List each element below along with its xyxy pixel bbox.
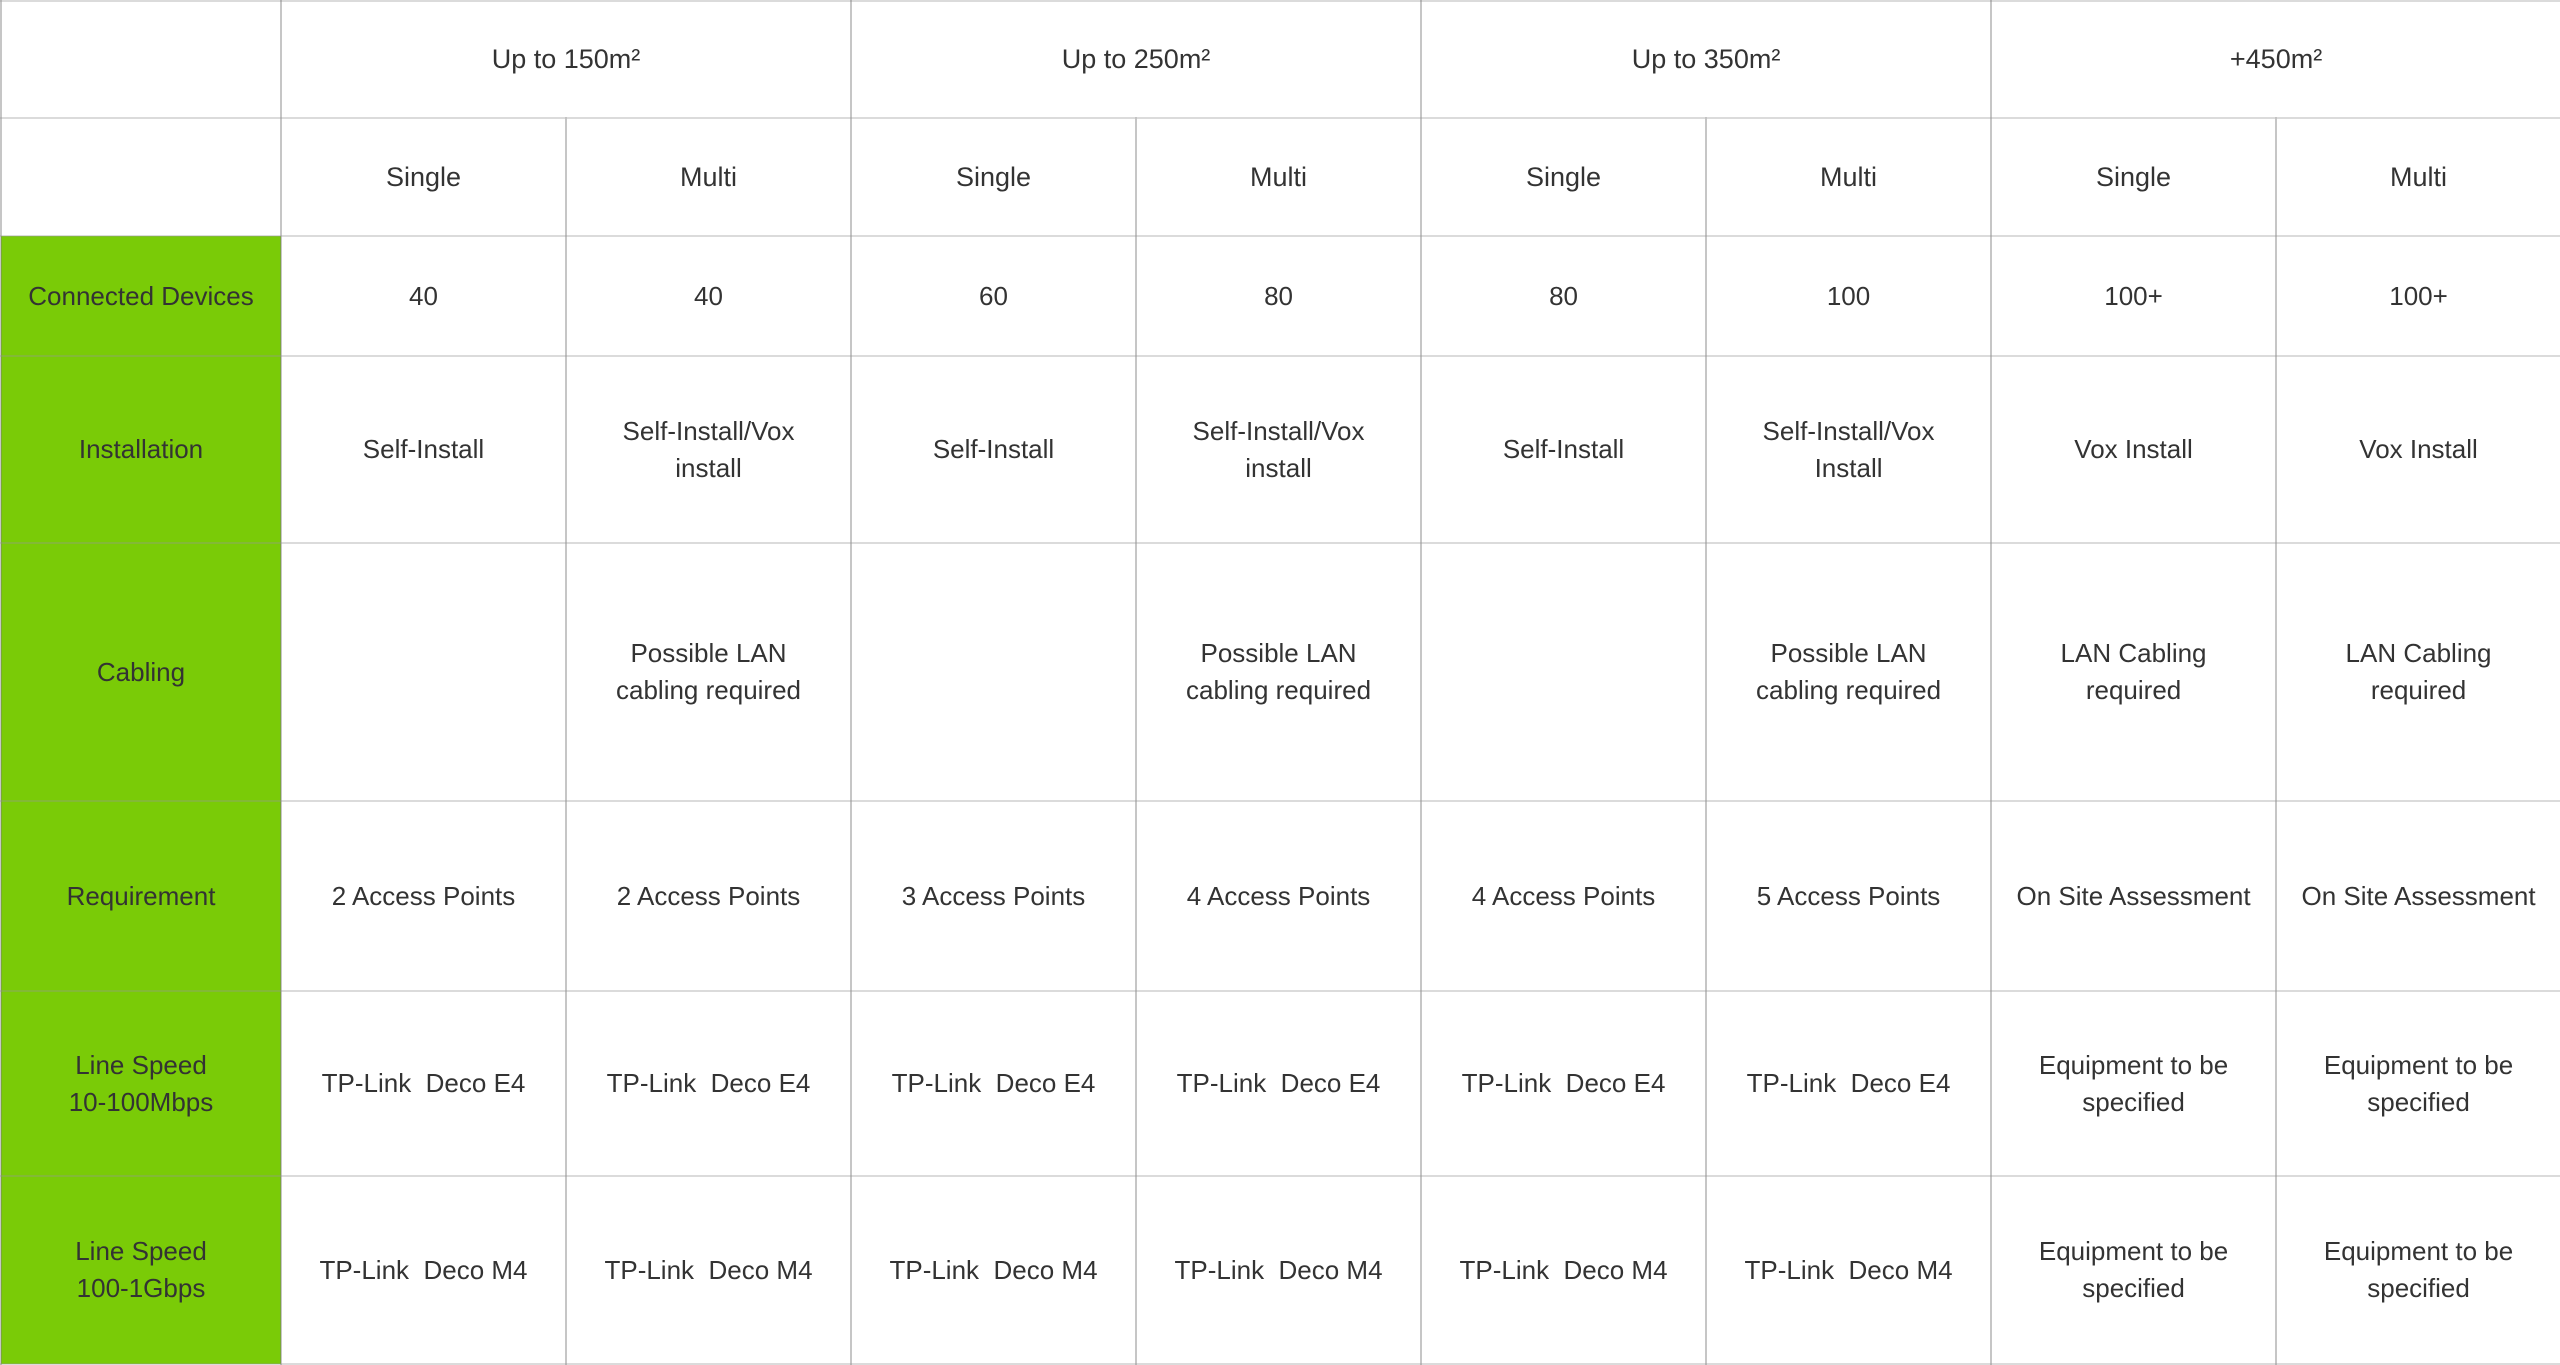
data-cell: TP-Link Deco M4	[280, 1175, 567, 1365]
corner-cell	[0, 117, 282, 237]
data-cell: TP-Link Deco E4	[564, 990, 853, 1177]
data-cell: TP-Link Deco M4	[850, 1175, 1138, 1365]
row-label: Connected Devices	[0, 235, 282, 357]
data-cell: Vox Install	[1990, 355, 2278, 544]
data-cell: Possible LAN cabling required	[1705, 542, 1993, 802]
data-cell: TP-Link Deco M4	[1135, 1175, 1423, 1365]
plan-type-header: Single	[1990, 117, 2278, 237]
data-cell: TP-Link Deco E4	[1420, 990, 1708, 1177]
data-cell: On Site Assessment	[2275, 800, 2560, 992]
data-cell: 4 Access Points	[1420, 800, 1708, 992]
plan-type-header: Single	[850, 117, 1138, 237]
size-group-header: Up to 350m²	[1420, 0, 1993, 119]
data-cell: TP-Link Deco M4	[564, 1175, 853, 1365]
row-label: Requirement	[0, 800, 282, 992]
size-group-header: Up to 150m²	[279, 0, 853, 119]
data-cell	[850, 542, 1138, 802]
data-cell: Self-Install/Vox install	[1135, 355, 1423, 544]
data-cell: Possible LAN cabling required	[564, 542, 853, 802]
data-cell	[280, 542, 567, 802]
data-cell: Equipment to be specified	[2275, 1175, 2560, 1365]
data-cell: LAN Cabling required	[1990, 542, 2278, 802]
data-cell: 2 Access Points	[564, 800, 853, 992]
data-cell: On Site Assessment	[1990, 800, 2278, 992]
row-label: Cabling	[0, 542, 282, 802]
data-cell: 3 Access Points	[850, 800, 1138, 992]
data-cell: Equipment to be specified	[2275, 990, 2560, 1177]
row-label: Line Speed 10-100Mbps	[0, 990, 282, 1177]
data-cell	[1420, 542, 1708, 802]
data-cell: 100+	[1990, 235, 2278, 357]
data-cell: Self-Install/Vox Install	[1705, 355, 1993, 544]
data-cell: 40	[280, 235, 567, 357]
data-cell: Self-Install	[1420, 355, 1708, 544]
size-group-header: +450m²	[1990, 0, 2560, 119]
plan-type-header: Multi	[564, 117, 853, 237]
plan-type-header: Multi	[1135, 117, 1423, 237]
corner-cell	[0, 0, 282, 119]
plan-type-header: Multi	[1705, 117, 1993, 237]
data-cell: TP-Link Deco E4	[1705, 990, 1993, 1177]
plan-type-header: Single	[280, 117, 567, 237]
data-cell: Equipment to be specified	[1990, 1175, 2278, 1365]
data-cell: Vox Install	[2275, 355, 2560, 544]
plan-type-header: Multi	[2275, 117, 2560, 237]
data-cell: 100+	[2275, 235, 2560, 357]
data-cell: 100	[1705, 235, 1993, 357]
data-cell: 2 Access Points	[280, 800, 567, 992]
data-cell: LAN Cabling required	[2275, 542, 2560, 802]
data-cell: 4 Access Points	[1135, 800, 1423, 992]
data-cell: Self-Install/Vox install	[564, 355, 853, 544]
data-cell: 80	[1420, 235, 1708, 357]
data-cell: 80	[1135, 235, 1423, 357]
data-cell: TP-Link Deco M4	[1420, 1175, 1708, 1365]
size-group-header: Up to 250m²	[850, 0, 1423, 119]
data-cell: 60	[850, 235, 1138, 357]
data-cell: Possible LAN cabling required	[1135, 542, 1423, 802]
data-cell: 40	[564, 235, 853, 357]
data-cell: TP-Link Deco E4	[280, 990, 567, 1177]
row-label: Installation	[0, 355, 282, 544]
data-cell: Equipment to be specified	[1990, 990, 2278, 1177]
data-cell: Self-Install	[280, 355, 567, 544]
plan-type-header: Single	[1420, 117, 1708, 237]
row-label: Line Speed 100-1Gbps	[0, 1175, 282, 1365]
data-cell: TP-Link Deco M4	[1705, 1175, 1993, 1365]
data-cell: TP-Link Deco E4	[1135, 990, 1423, 1177]
data-cell: Self-Install	[850, 355, 1138, 544]
data-cell: TP-Link Deco E4	[850, 990, 1138, 1177]
data-cell: 5 Access Points	[1705, 800, 1993, 992]
